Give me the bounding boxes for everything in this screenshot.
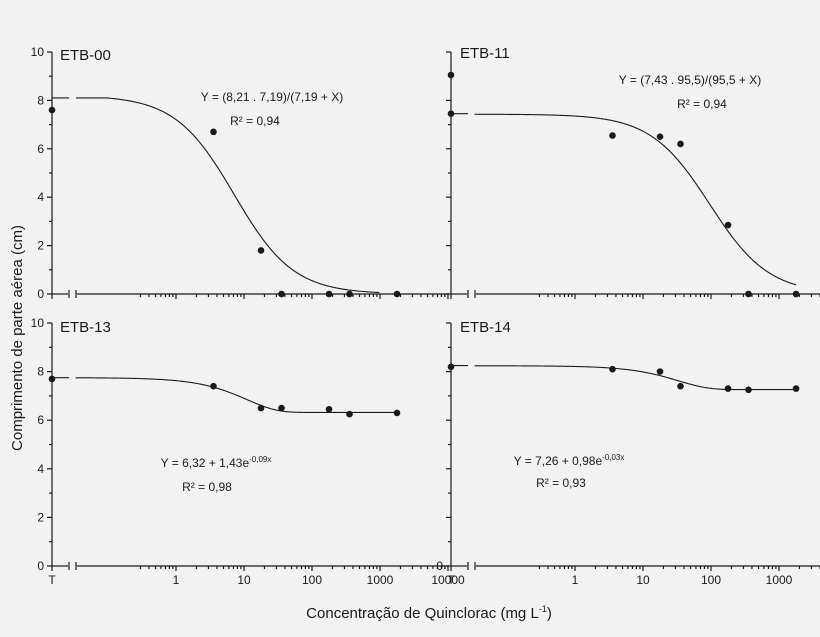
data-point bbox=[677, 382, 684, 390]
data-point bbox=[609, 365, 616, 373]
x-tick-label: 1000 bbox=[367, 573, 394, 587]
data-point bbox=[792, 290, 800, 298]
fitted-curve bbox=[474, 113, 797, 286]
data-point bbox=[677, 140, 684, 148]
y-tick-label: 6 bbox=[37, 413, 44, 427]
y-axis-label: Comprimento de parte aérea (cm) bbox=[9, 225, 26, 451]
r2-label: R² = 0,94 bbox=[677, 97, 727, 111]
data-point bbox=[792, 385, 800, 392]
y-tick-label: 4 bbox=[37, 462, 44, 476]
x-tick-label: T bbox=[48, 573, 56, 587]
equation-label: Y = 6,32 + 1,43e-0,09x bbox=[161, 455, 272, 470]
data-point bbox=[447, 363, 455, 371]
fitted-curve bbox=[474, 365, 796, 391]
y-tick-label: 8 bbox=[37, 365, 44, 379]
equation-label: Y = (7,43 . 95,5)/(95,5 + X) bbox=[619, 73, 762, 87]
data-point bbox=[210, 128, 217, 136]
data-point bbox=[346, 290, 353, 298]
x-tick-label: 1 bbox=[572, 573, 579, 587]
x-tick-label: 10000 bbox=[431, 573, 465, 587]
r2-label: R² = 0,98 bbox=[182, 480, 232, 494]
data-point bbox=[48, 106, 56, 114]
y-tick-label: 2 bbox=[37, 510, 44, 524]
y-tick-label: 10 bbox=[31, 316, 45, 330]
data-point bbox=[609, 132, 616, 139]
data-point bbox=[724, 221, 732, 229]
data-point bbox=[257, 247, 265, 254]
y-tick-label: 4 bbox=[37, 190, 44, 204]
data-point bbox=[48, 375, 56, 383]
data-point bbox=[656, 368, 664, 375]
data-point bbox=[656, 133, 664, 140]
data-point bbox=[447, 71, 455, 79]
x-tick-label: T bbox=[447, 573, 455, 587]
data-point bbox=[393, 409, 401, 417]
y-tick-label: 6 bbox=[37, 142, 44, 156]
data-point bbox=[346, 410, 353, 418]
data-point bbox=[210, 382, 217, 390]
data-point bbox=[278, 404, 285, 412]
equation-text: Y = (8,21 . 7,19)/(7,19 + X) bbox=[201, 90, 344, 104]
r2-label: R² = 0,93 bbox=[536, 476, 586, 490]
panel-title: ETB-14 bbox=[460, 319, 511, 336]
panel-title: ETB-00 bbox=[60, 47, 111, 64]
panel-title: ETB-13 bbox=[60, 319, 111, 336]
x-tick-label: 100 bbox=[302, 573, 322, 587]
y-tick-label: 0 bbox=[37, 287, 44, 301]
data-point bbox=[393, 290, 401, 298]
chart-panel-etb-11: ETB-11 Y = (7,43 . 95,5)/(95,5 + X) R² = 0… bbox=[446, 45, 820, 299]
equation-label: Y = (8,21 . 7,19)/(7,19 + X) bbox=[201, 90, 344, 104]
equation-exponent: -0,03x bbox=[602, 453, 624, 462]
data-point bbox=[745, 386, 752, 394]
data-point bbox=[278, 290, 285, 298]
data-point bbox=[447, 110, 455, 118]
y-tick-label: 10 bbox=[31, 45, 45, 59]
y-tick-label: 8 bbox=[37, 93, 44, 107]
data-point bbox=[325, 290, 333, 298]
chart-panel-etb-00: 0 2 4 6 8 10 ETB-00 Y = (8,21 . 7,19)/(7,19 + X… bbox=[31, 45, 449, 301]
x-tick-label: 10 bbox=[636, 573, 650, 587]
x-tick-label: 10 bbox=[237, 573, 251, 587]
fitted-curve bbox=[76, 97, 380, 294]
equation-text: Y = (7,43 . 95,5)/(95,5 + X) bbox=[619, 73, 762, 87]
x-tick-label: 1000 bbox=[766, 573, 793, 587]
data-point bbox=[724, 385, 732, 392]
chart-panel-etb-13: 0 2 4 6 8 10 T 1 10 100 1000 10000 ETB-13 Y = 6,32 + … bbox=[31, 316, 465, 587]
equation-text: Y = 7,26 + 0,98e bbox=[514, 454, 603, 468]
fitted-curve bbox=[75, 377, 397, 413]
y-tick-label: 2 bbox=[37, 239, 44, 253]
data-point bbox=[745, 290, 752, 298]
equation-label: Y = 7,26 + 0,98e-0,03x bbox=[514, 453, 625, 468]
equation-exponent: -0,09x bbox=[249, 455, 271, 464]
data-point bbox=[325, 405, 333, 413]
y-tick-label: 0 bbox=[436, 559, 443, 573]
x-tick-label: 100 bbox=[701, 573, 721, 587]
y-tick-label: 0 bbox=[37, 559, 44, 573]
panel-title: ETB-11 bbox=[460, 45, 510, 62]
x-axis-label: Concentração de Quinclorac (mg L-1) bbox=[306, 604, 552, 622]
x-tick-label: 1 bbox=[173, 573, 180, 587]
data-point bbox=[257, 404, 265, 412]
equation-text: Y = 6,32 + 1,43e bbox=[161, 456, 250, 470]
r2-label: R² = 0,94 bbox=[230, 114, 280, 128]
